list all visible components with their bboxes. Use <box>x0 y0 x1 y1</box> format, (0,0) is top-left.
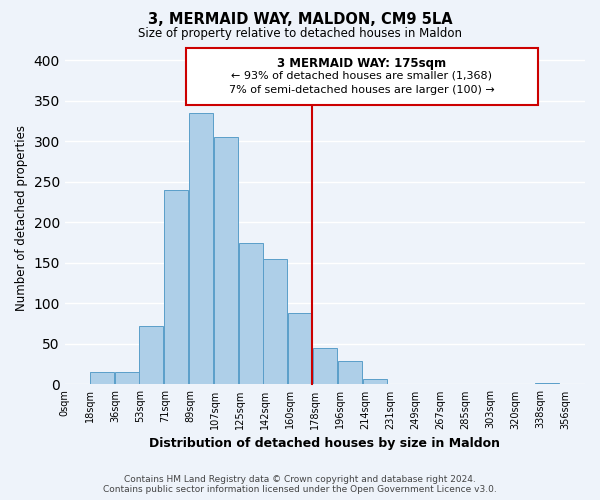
Bar <box>139 326 163 384</box>
Text: 3, MERMAID WAY, MALDON, CM9 5LA: 3, MERMAID WAY, MALDON, CM9 5LA <box>148 12 452 28</box>
Text: 7% of semi-detached houses are larger (100) →: 7% of semi-detached houses are larger (1… <box>229 86 494 96</box>
Text: Contains HM Land Registry data © Crown copyright and database right 2024.: Contains HM Land Registry data © Crown c… <box>124 475 476 484</box>
Bar <box>91 372 115 384</box>
Bar <box>164 190 188 384</box>
Bar <box>313 348 337 385</box>
Text: ← 93% of detached houses are smaller (1,368): ← 93% of detached houses are smaller (1,… <box>231 71 492 81</box>
Bar <box>263 259 287 384</box>
Text: Size of property relative to detached houses in Maldon: Size of property relative to detached ho… <box>138 28 462 40</box>
Bar <box>239 242 263 384</box>
Bar <box>214 138 238 384</box>
Text: Contains public sector information licensed under the Open Government Licence v3: Contains public sector information licen… <box>103 485 497 494</box>
Bar <box>189 113 213 384</box>
Bar <box>338 361 362 384</box>
FancyBboxPatch shape <box>186 48 538 105</box>
Y-axis label: Number of detached properties: Number of detached properties <box>15 126 28 312</box>
Bar <box>363 379 387 384</box>
Bar <box>115 372 139 384</box>
Bar <box>288 313 312 384</box>
Text: 3 MERMAID WAY: 175sqm: 3 MERMAID WAY: 175sqm <box>277 57 446 70</box>
Bar <box>535 383 559 384</box>
X-axis label: Distribution of detached houses by size in Maldon: Distribution of detached houses by size … <box>149 437 500 450</box>
